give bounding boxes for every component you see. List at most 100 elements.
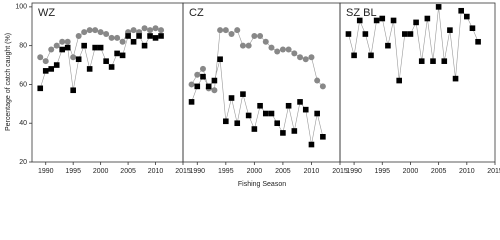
point	[274, 48, 281, 55]
point	[53, 42, 60, 49]
point	[430, 58, 436, 64]
x-tick-label: 2000	[403, 168, 419, 175]
point	[447, 27, 453, 33]
point	[418, 58, 425, 64]
point	[217, 27, 224, 34]
point	[194, 83, 201, 90]
point	[475, 38, 481, 45]
point	[199, 65, 206, 72]
point	[262, 38, 269, 45]
point	[119, 52, 126, 59]
point	[97, 44, 104, 51]
point	[147, 27, 154, 34]
point	[251, 126, 258, 132]
point	[42, 68, 49, 74]
point	[152, 25, 159, 32]
panel-frame	[31, 2, 184, 163]
point	[368, 52, 374, 59]
series-line	[348, 6, 479, 81]
point	[222, 27, 229, 34]
series-line	[191, 59, 324, 145]
point	[257, 32, 264, 39]
point	[268, 44, 275, 51]
x-tick-label: 1995	[374, 168, 390, 175]
point	[441, 58, 448, 64]
point	[188, 99, 195, 105]
point	[320, 133, 326, 140]
point	[362, 31, 369, 37]
point	[280, 130, 286, 136]
point	[251, 32, 258, 39]
y-tick-label: 80	[19, 43, 27, 50]
point	[285, 46, 292, 53]
point	[59, 38, 66, 45]
x-tick-label: 1995	[65, 168, 81, 175]
point	[291, 50, 298, 57]
chart: Percentage of catch caught (%) Fishing S…	[5, 2, 500, 188]
point	[108, 64, 115, 70]
point	[274, 120, 280, 127]
point	[245, 42, 252, 49]
point	[42, 58, 49, 65]
panel-title: SZ BL	[346, 7, 377, 19]
point	[141, 25, 148, 32]
point	[86, 27, 93, 34]
point	[379, 15, 386, 22]
x-tick-label: 1990	[346, 168, 362, 175]
point	[53, 62, 60, 68]
point	[373, 17, 380, 24]
point	[469, 25, 476, 32]
point	[297, 54, 304, 61]
point	[75, 56, 82, 63]
point	[194, 71, 201, 78]
point	[64, 38, 71, 45]
point	[308, 141, 315, 148]
x-tick-label: 2010	[459, 168, 475, 175]
point	[64, 44, 71, 51]
point	[75, 32, 82, 39]
point	[211, 77, 218, 84]
point	[48, 66, 55, 72]
panel-frame	[339, 2, 496, 163]
point	[211, 87, 218, 94]
x-tick-label: 2005	[275, 168, 291, 175]
point	[59, 46, 65, 53]
point	[97, 29, 104, 36]
point	[351, 52, 357, 59]
point	[152, 35, 159, 41]
point	[141, 42, 148, 49]
point	[452, 75, 459, 82]
point	[130, 38, 137, 45]
point	[119, 38, 126, 45]
point	[356, 17, 363, 24]
point	[314, 110, 320, 117]
x-tick-label: 2015	[175, 168, 191, 175]
y-tick-label: 40	[19, 120, 27, 127]
point	[103, 58, 109, 64]
point	[396, 77, 402, 84]
y-axis-label: Percentage of catch caught (%)	[5, 33, 12, 131]
x-tick-label: 2010	[148, 168, 164, 175]
point	[228, 31, 235, 38]
x-tick-label: 2010	[304, 168, 320, 175]
point	[297, 99, 303, 105]
point	[70, 54, 77, 61]
point	[200, 73, 206, 80]
point	[240, 91, 246, 97]
x-tick-label: 2005	[431, 168, 447, 175]
point	[81, 42, 87, 49]
y-tick-label: 20	[19, 159, 27, 166]
point	[136, 33, 142, 39]
point	[279, 46, 286, 53]
point	[390, 17, 397, 24]
point	[205, 83, 212, 90]
x-tick-label: 2000	[247, 168, 263, 175]
point	[302, 106, 309, 113]
x-tick-label: 2015	[487, 168, 500, 175]
point	[239, 42, 246, 49]
point	[70, 87, 76, 94]
point	[319, 83, 326, 90]
point	[245, 112, 252, 119]
point	[48, 46, 55, 53]
x-tick-label: 2000	[93, 168, 109, 175]
